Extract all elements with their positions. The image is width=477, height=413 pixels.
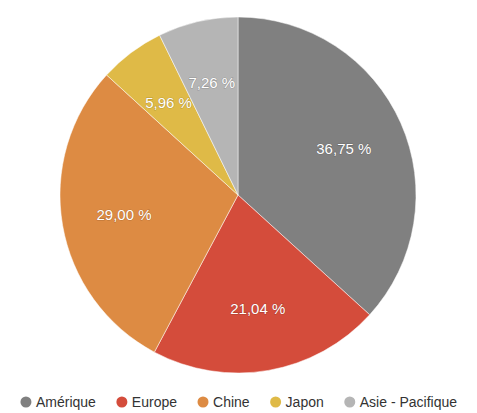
legend-swatch xyxy=(116,397,127,408)
legend-swatch xyxy=(270,397,281,408)
data-label: 5,96 % xyxy=(145,94,192,111)
legend-item: Amérique xyxy=(20,394,96,410)
legend-item: Chine xyxy=(198,394,250,410)
legend-item: Asie - Pacifique xyxy=(344,394,457,410)
legend-label: Asie - Pacifique xyxy=(360,394,457,410)
slices xyxy=(60,17,416,373)
legend-label: Amérique xyxy=(36,394,96,410)
legend-item: Japon xyxy=(270,394,324,410)
data-label: 36,75 % xyxy=(316,140,371,157)
legend-label: Chine xyxy=(213,394,250,410)
legend-label: Europe xyxy=(132,394,177,410)
data-label: 29,00 % xyxy=(96,206,151,223)
data-label: 21,04 % xyxy=(230,300,285,317)
data-labels: 36,75 % 21,04 % 29,00 % 5,96 % 7,26 % xyxy=(96,74,371,318)
legend: Amérique Europe Chine Japon Asie - Pacifique xyxy=(20,394,457,410)
data-label: 7,26 % xyxy=(188,74,235,91)
legend-swatch xyxy=(344,397,355,408)
legend-item: Europe xyxy=(116,394,177,410)
pie-chart: 36,75 % 21,04 % 29,00 % 5,96 % 7,26 % Amériqu… xyxy=(0,0,477,413)
legend-label: Japon xyxy=(286,394,324,410)
legend-swatch xyxy=(20,397,31,408)
legend-swatch xyxy=(198,397,209,408)
